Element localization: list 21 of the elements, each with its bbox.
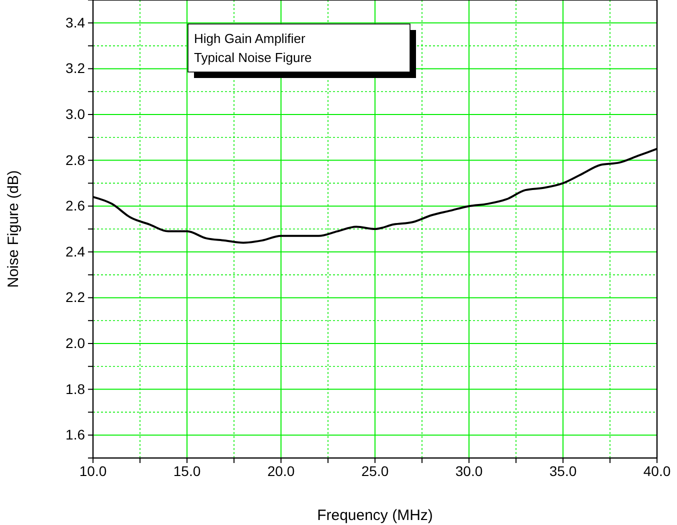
- x-tick-label: 10.0: [79, 462, 107, 479]
- y-axis-title: Noise Figure (dB): [5, 170, 22, 288]
- y-tick-label: 1.8: [66, 380, 86, 397]
- y-tick-label: 2.2: [66, 289, 86, 306]
- y-tick-label: 3.4: [66, 14, 86, 30]
- y-tick-label: 2.8: [66, 152, 86, 168]
- y-tick-label: 1.6: [66, 426, 86, 443]
- y-tick-label: 3.2: [66, 60, 86, 76]
- x-tick-label: 15.0: [173, 462, 201, 479]
- x-tick-label: 25.0: [361, 462, 389, 479]
- x-tick-label: 35.0: [549, 462, 577, 479]
- y-tick-label: 2.4: [66, 243, 86, 260]
- x-axis-title: Frequency (MHz): [317, 507, 433, 524]
- x-tick-label: 30.0: [455, 462, 483, 479]
- y-tick-label: 2.0: [66, 334, 86, 351]
- y-tick-label: 2.6: [66, 198, 86, 214]
- x-tick-label: 40.0: [643, 462, 671, 479]
- x-tick-label: 20.0: [267, 462, 295, 479]
- y-tick-label: 3.0: [66, 106, 86, 122]
- text: High Gain Amplifier: [194, 31, 306, 46]
- text: Typical Noise Figure: [194, 50, 312, 65]
